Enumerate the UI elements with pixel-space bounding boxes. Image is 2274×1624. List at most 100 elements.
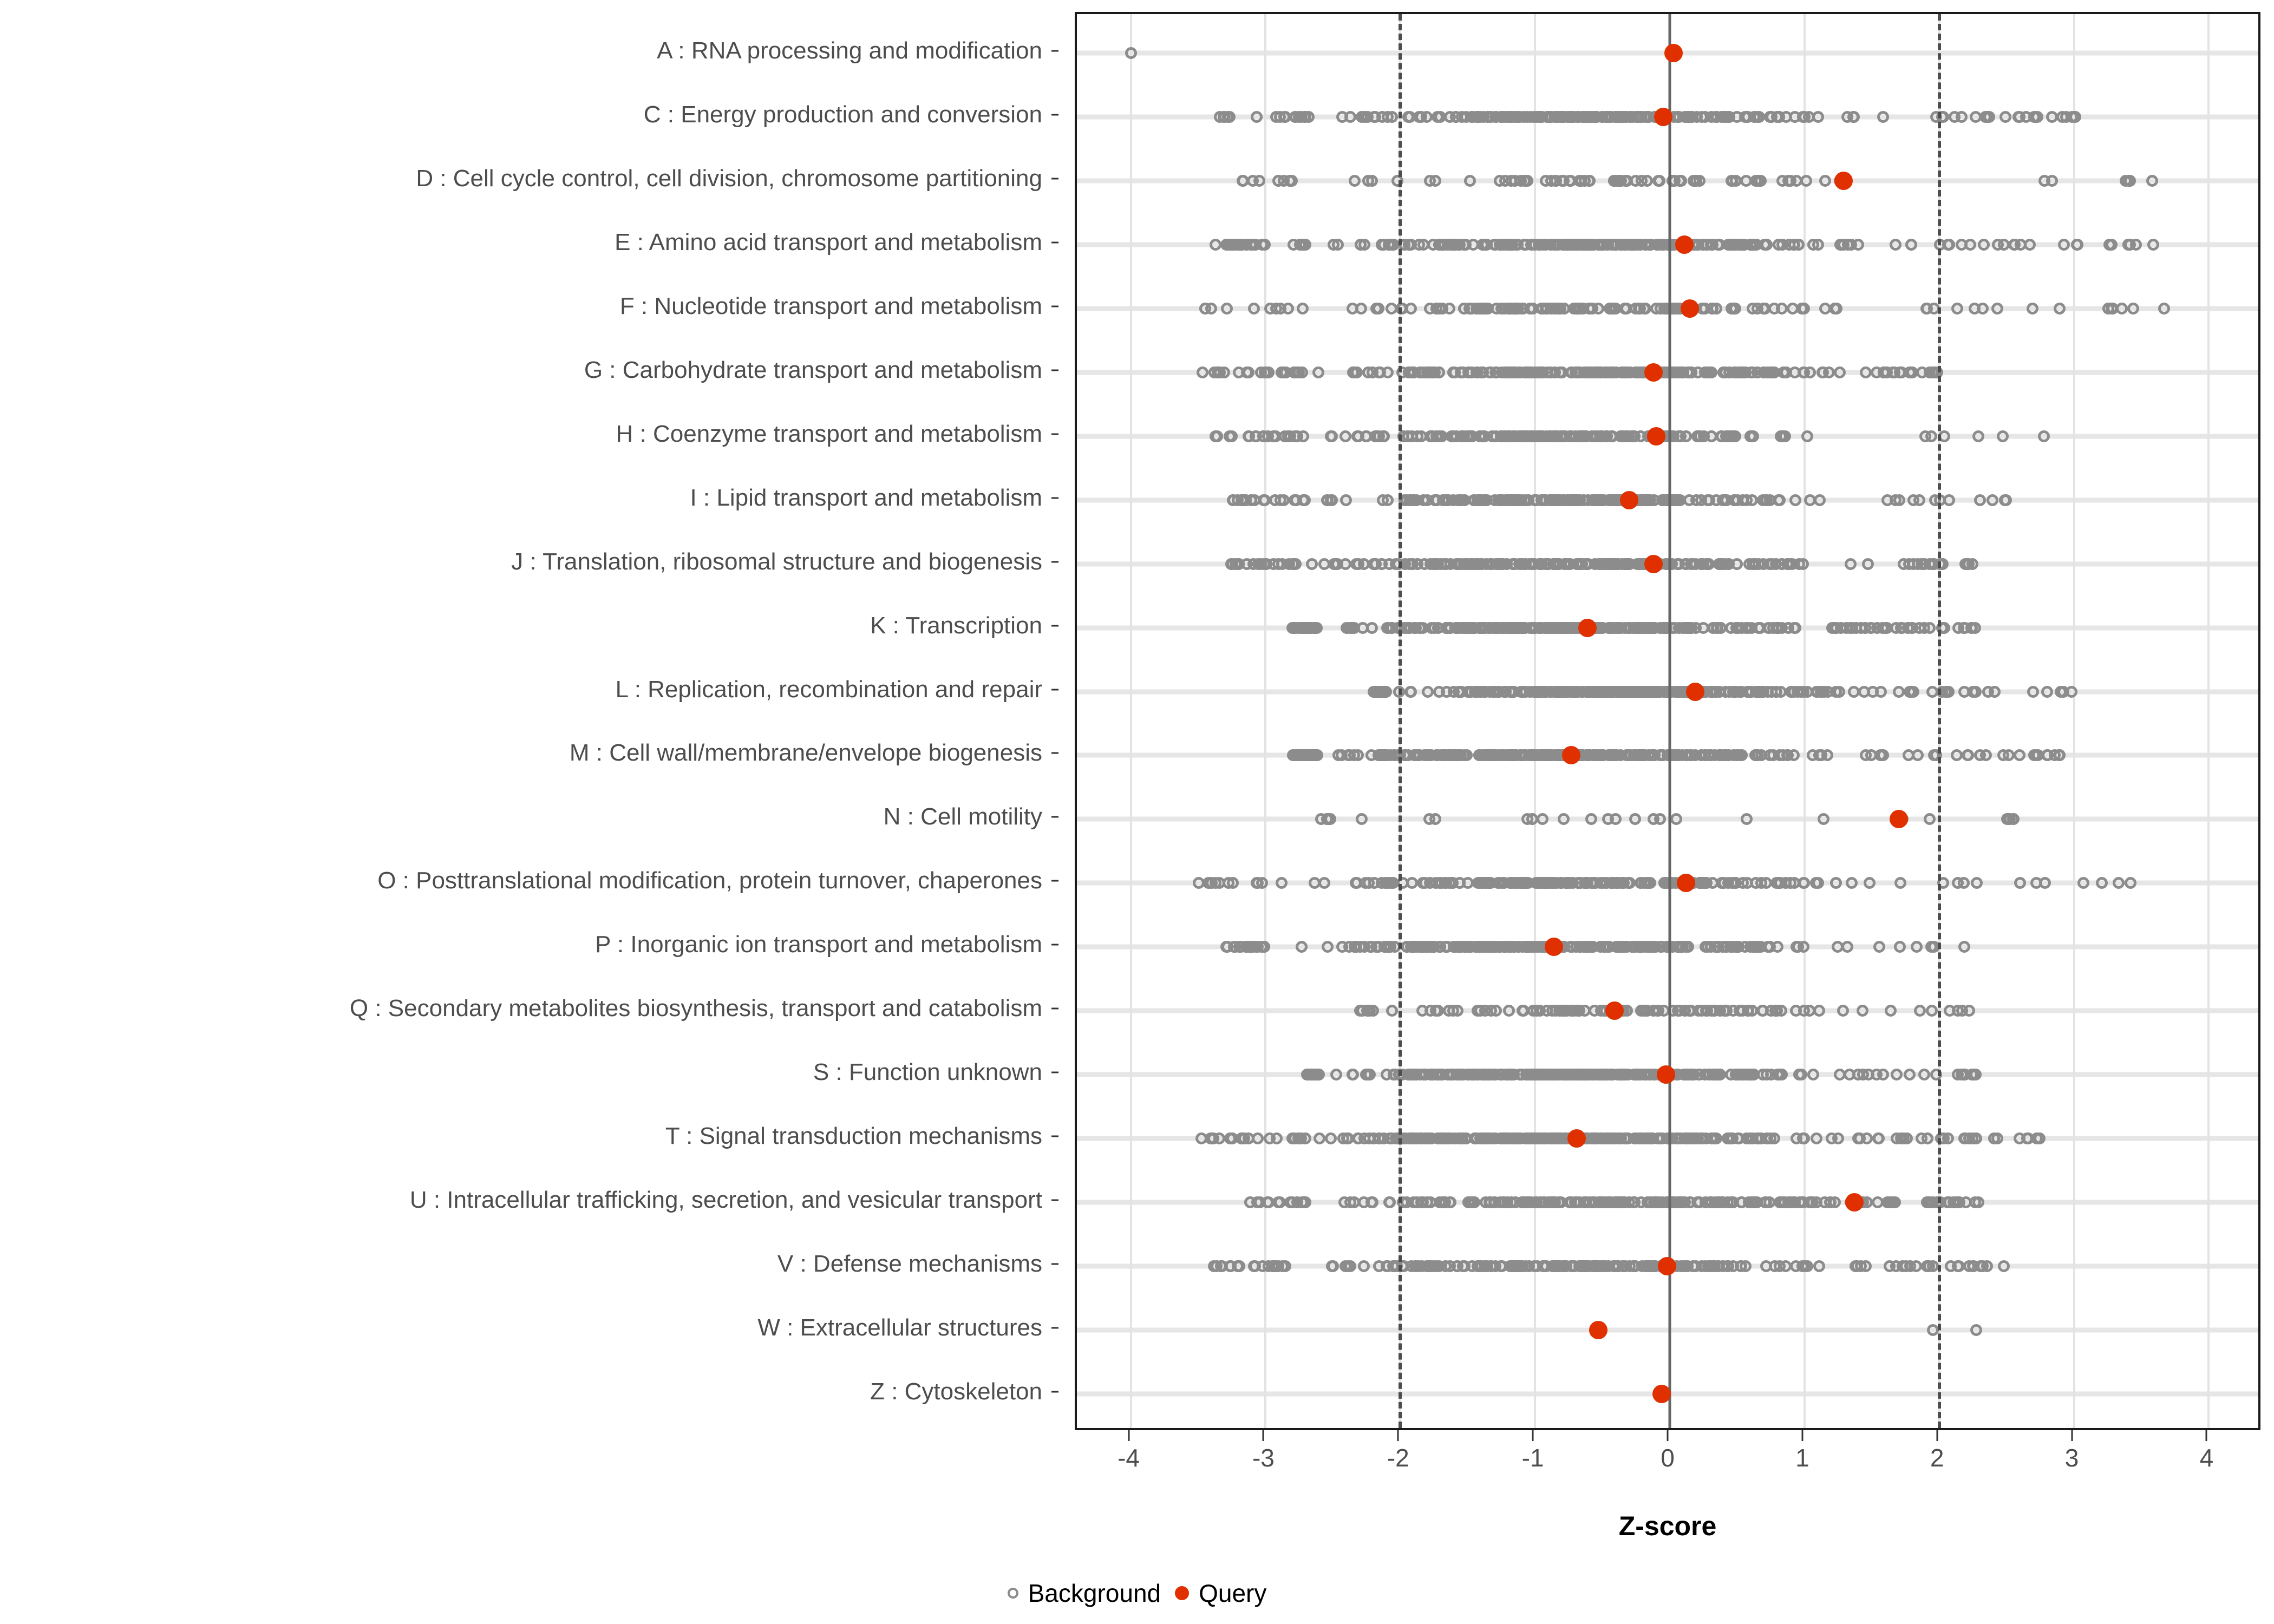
background-point <box>1789 494 1801 506</box>
background-point <box>1624 621 1636 634</box>
background-point <box>1259 366 1271 378</box>
background-point <box>1212 366 1225 378</box>
background-point <box>1916 366 1929 378</box>
background-point <box>1424 1005 1437 1017</box>
y-axis-category-label: L : Replication, recombination and repai… <box>615 676 1042 703</box>
background-point <box>1863 877 1876 889</box>
background-point <box>1233 558 1245 570</box>
background-point <box>1700 941 1712 953</box>
background-point <box>1724 941 1737 953</box>
background-point <box>1678 1260 1691 1273</box>
y-axis-category-label: Z : Cytoskeleton <box>870 1378 1042 1405</box>
background-point <box>1548 238 1560 251</box>
background-point <box>1421 941 1433 953</box>
background-point <box>1609 238 1621 251</box>
background-point <box>2077 877 2090 889</box>
background-point <box>1624 877 1636 889</box>
background-point <box>1943 238 1955 251</box>
background-point <box>1674 494 1686 506</box>
background-point <box>1286 1196 1299 1209</box>
background-point <box>1798 110 1811 123</box>
background-point <box>1969 1132 1982 1145</box>
background-point <box>1792 238 1805 251</box>
background-point <box>1599 1069 1611 1081</box>
background-point <box>1514 877 1527 889</box>
background-point <box>1958 685 1970 698</box>
background-point <box>1608 685 1620 698</box>
background-point <box>1347 1069 1359 1081</box>
background-point <box>1674 174 1686 187</box>
vertical-gridline <box>1803 14 1806 1428</box>
background-point <box>1797 1196 1809 1209</box>
background-point <box>2030 877 2043 889</box>
background-point <box>1854 1260 1867 1273</box>
background-point <box>2014 877 2026 889</box>
horizontal-gridline <box>1077 1327 2258 1333</box>
background-point <box>1484 877 1496 889</box>
background-point <box>1571 1069 1584 1081</box>
background-point <box>1885 1005 1897 1017</box>
background-point <box>1798 1132 1811 1145</box>
legend-label-query: Query <box>1199 1579 1267 1607</box>
background-point <box>1588 430 1600 442</box>
y-axis-tick <box>1051 752 1058 754</box>
background-point <box>1958 621 1970 634</box>
background-point <box>1761 366 1774 378</box>
background-point <box>1535 110 1548 123</box>
background-point <box>1829 877 1842 889</box>
background-point <box>1402 110 1415 123</box>
y-axis-tick <box>1051 625 1058 627</box>
background-point <box>1695 494 1708 506</box>
background-point <box>1821 685 1834 698</box>
background-point <box>1978 238 1990 251</box>
y-axis-tick <box>1051 241 1058 244</box>
background-point <box>1519 174 1531 187</box>
background-point <box>1286 558 1299 570</box>
background-point <box>1535 621 1547 634</box>
background-point <box>1587 685 1600 698</box>
background-point <box>1613 1069 1625 1081</box>
background-point <box>1925 430 1937 442</box>
background-point <box>1460 558 1473 570</box>
background-point <box>1726 430 1738 442</box>
background-point <box>1247 302 1260 315</box>
background-point <box>1952 1260 1965 1273</box>
background-point <box>1710 1132 1723 1145</box>
background-point <box>1550 174 1562 187</box>
background-point <box>1428 621 1441 634</box>
background-point <box>1848 685 1860 698</box>
background-point <box>1710 110 1723 123</box>
background-point <box>1324 1132 1337 1145</box>
background-point <box>1998 1260 2010 1273</box>
background-point <box>2105 238 2118 251</box>
background-point <box>1236 1132 1249 1145</box>
query-point <box>1664 44 1683 62</box>
background-point <box>2053 749 2066 762</box>
background-point <box>1549 430 1561 442</box>
background-point <box>1595 749 1608 762</box>
background-point <box>1647 813 1659 826</box>
background-point <box>1348 174 1361 187</box>
background-point <box>1406 430 1419 442</box>
background-point <box>1918 621 1931 634</box>
y-axis-tick <box>1051 305 1058 307</box>
background-point <box>1537 238 1549 251</box>
background-point <box>1764 1132 1776 1145</box>
background-point <box>1798 877 1811 889</box>
background-point <box>1481 941 1493 953</box>
background-point <box>2041 685 2053 698</box>
background-point <box>1939 685 1951 698</box>
background-point <box>1883 1196 1896 1209</box>
background-point <box>1272 558 1284 570</box>
background-point <box>1554 877 1567 889</box>
y-axis-category-label: V : Defense mechanisms <box>777 1250 1042 1278</box>
background-point <box>1775 302 1788 315</box>
background-point <box>1717 494 1729 506</box>
background-point <box>2124 877 2136 889</box>
background-point <box>1742 1005 1754 1017</box>
plot-panel <box>1075 12 2260 1430</box>
y-axis-category-label: Q : Secondary metabolites biosynthesis, … <box>349 995 1042 1022</box>
background-point <box>1471 1132 1483 1145</box>
background-point <box>1894 941 1906 953</box>
background-point <box>2130 238 2142 251</box>
